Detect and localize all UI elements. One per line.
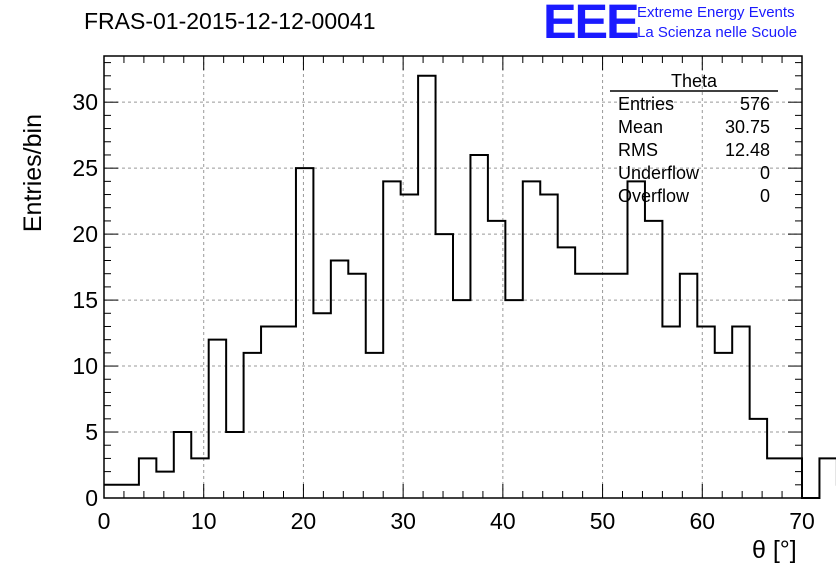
histogram-bin — [121, 485, 138, 498]
y-tick-label: 15 — [72, 287, 98, 313]
histogram-bin — [750, 419, 767, 498]
stats-value: 0 — [760, 186, 770, 206]
histogram-bin — [331, 261, 348, 498]
stats-value: 30.75 — [725, 117, 770, 137]
histogram-bin — [296, 168, 313, 498]
logo-line-2: La Scienza nelle Scuole — [637, 24, 798, 41]
histogram-bin — [732, 326, 749, 498]
histogram-bin — [156, 472, 173, 498]
plot-frame — [103, 55, 803, 499]
histogram-bin — [104, 485, 121, 498]
histogram-bin — [436, 234, 453, 498]
histogram-bin — [523, 181, 540, 498]
histogram-bin — [261, 326, 278, 498]
histogram-bin — [348, 274, 365, 498]
y-tick-label: 0 — [85, 485, 98, 511]
histogram-bin — [366, 353, 383, 498]
logo-caption: Extreme Energy Events La Scienza nelle S… — [637, 3, 797, 43]
x-axis-label: θ [°] — [752, 536, 797, 564]
histogram-bin — [785, 458, 802, 498]
y-tick-label: 30 — [72, 89, 98, 115]
stats-label: RMS — [618, 140, 658, 160]
histogram-bin — [226, 432, 243, 498]
stats-label: Overflow — [618, 186, 690, 206]
x-tick-label: 70 — [789, 508, 815, 534]
histogram-bin — [401, 195, 418, 498]
histogram-bin — [662, 326, 679, 498]
histogram-bin — [715, 353, 732, 498]
stats-value: 576 — [740, 94, 770, 114]
histogram-bin — [139, 458, 156, 498]
x-tick-label: 50 — [590, 508, 616, 534]
chart-title: FRAS-01-2015-12-12-00041 — [84, 8, 376, 34]
stats-label: Entries — [618, 94, 674, 114]
histogram-bin — [645, 221, 662, 498]
y-tick-label: 20 — [72, 221, 98, 247]
histogram-bin — [819, 458, 836, 498]
histogram-bin — [191, 458, 208, 498]
histogram-bin — [313, 313, 330, 498]
histogram-bin — [453, 300, 470, 498]
histogram-bin — [610, 274, 627, 498]
histogram-bin — [174, 432, 191, 498]
x-tick-label: 40 — [490, 508, 516, 534]
x-tick-label: 60 — [689, 508, 715, 534]
histogram-bin — [418, 76, 435, 498]
histogram-bin — [593, 274, 610, 498]
eee-logo: EEE — [543, 0, 640, 49]
y-tick-label: 25 — [72, 155, 98, 181]
x-tick-label: 10 — [191, 508, 217, 534]
histogram-bin — [505, 300, 522, 498]
stats-value: 12.48 — [725, 140, 770, 160]
x-tick-label: 0 — [98, 508, 111, 534]
x-tick-label: 30 — [390, 508, 416, 534]
histogram-bin — [558, 247, 575, 498]
histogram-bin — [540, 195, 557, 498]
stats-title: Theta — [671, 71, 718, 91]
histogram-bin — [697, 326, 714, 498]
histogram-bin — [628, 181, 645, 498]
histogram-bin — [488, 221, 505, 498]
stats-label: Underflow — [618, 163, 700, 183]
stats-label: Mean — [618, 117, 663, 137]
histogram-bin — [244, 353, 261, 498]
histogram-bin — [470, 155, 487, 498]
histogram-bin — [680, 274, 697, 498]
histogram-bin — [767, 458, 784, 498]
histogram-bin — [279, 326, 296, 498]
stats-value: 0 — [760, 163, 770, 183]
histogram-bin — [383, 181, 400, 498]
x-tick-label: 20 — [291, 508, 317, 534]
y-tick-label: 10 — [72, 353, 98, 379]
y-tick-label: 5 — [85, 419, 98, 445]
histogram-bin — [575, 274, 592, 498]
logo-line-1: Extreme Energy Events — [637, 4, 795, 21]
histogram-bin — [209, 340, 226, 498]
